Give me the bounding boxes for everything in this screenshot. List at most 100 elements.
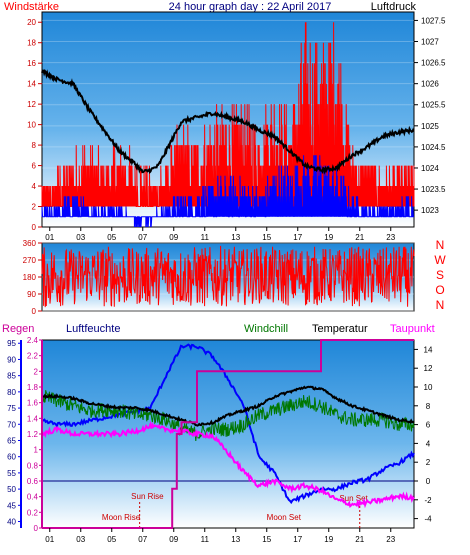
- direction-tick-label: 270: [23, 256, 37, 265]
- temperature-tick-label: -2: [424, 496, 432, 505]
- wind-axis-title: Windstärke: [4, 1, 59, 13]
- legend-label: Luftfeuchte: [66, 323, 120, 335]
- hour-tick-label: 15: [262, 233, 271, 242]
- wind-direction-series: [41, 245, 415, 308]
- humidity-tick-label: 80: [7, 388, 16, 397]
- rain-tick-label: 1.6: [27, 399, 39, 408]
- wind-tick-label: 20: [27, 18, 36, 27]
- humidity-tick-label: 50: [7, 485, 16, 494]
- compass-label: S: [436, 268, 444, 282]
- humidity-tick-label: 95: [7, 339, 16, 348]
- wind-tick-label: 8: [32, 141, 37, 150]
- legend-label: Windchill: [244, 323, 288, 335]
- pressure-tick-label: 1024.5: [421, 143, 446, 152]
- wind-speed-series: [41, 155, 414, 228]
- temperature-tick-label: 14: [424, 345, 433, 354]
- sun-set-label: Sun Set: [339, 494, 368, 503]
- humidity-tick-label: 75: [7, 404, 16, 413]
- legend-label: Taupunkt: [390, 323, 435, 335]
- humidity-tick-label: 60: [7, 453, 16, 462]
- humidity-tick-label: 85: [7, 372, 16, 381]
- compass-label: N: [436, 298, 445, 312]
- rain-tick-label: 0.4: [27, 493, 39, 502]
- hour-tick-label: 19: [324, 233, 333, 242]
- pressure-tick-label: 1025.5: [421, 101, 446, 110]
- hour-tick-label: 01: [45, 233, 54, 242]
- humidity-tick-label: 65: [7, 436, 16, 445]
- rain-tick-label: 1.2: [27, 430, 39, 439]
- humidity-tick-label: 70: [7, 420, 16, 429]
- rain-tick-label: 0.8: [27, 461, 39, 470]
- wind-tick-label: 2: [32, 203, 37, 212]
- hour-tick-label: 13: [231, 233, 240, 242]
- pressure-axis-title: Luftdruck: [371, 1, 417, 13]
- wind-tick-label: 0: [32, 223, 37, 232]
- hour-tick-label: 19: [324, 535, 333, 544]
- temperature-tick-label: 12: [424, 364, 433, 373]
- temperature-tick-label: 6: [426, 421, 431, 430]
- compass-label: O: [435, 283, 444, 297]
- temperature-tick-label: 8: [426, 402, 431, 411]
- legend-label: Temperatur: [312, 323, 368, 335]
- moon-rise-label: Moon Rise: [102, 513, 141, 522]
- windchill-series: [41, 390, 415, 441]
- pressure-tick-label: 1024: [421, 164, 439, 173]
- hour-tick-label: 09: [169, 233, 178, 242]
- pressure-tick-label: 1026.5: [421, 59, 446, 68]
- pressure-tick-label: 1027: [421, 38, 439, 47]
- hour-tick-label: 21: [355, 233, 364, 242]
- humidity-tick-label: 40: [7, 518, 16, 527]
- sun-rise-label: Sun Rise: [131, 492, 164, 501]
- hour-tick-label: 11: [201, 233, 210, 242]
- rain-tick-label: 1.8: [27, 383, 39, 392]
- pressure-tick-label: 1025: [421, 122, 439, 131]
- wind-tick-label: 10: [27, 121, 36, 130]
- direction-tick-label: 180: [23, 273, 37, 282]
- hour-tick-label: 05: [107, 233, 116, 242]
- hour-tick-label: 03: [76, 233, 85, 242]
- pressure-tick-label: 1027.5: [421, 16, 446, 25]
- wind-tick-label: 4: [32, 182, 37, 191]
- compass-label: W: [434, 253, 446, 267]
- wind-tick-label: 12: [27, 100, 36, 109]
- hour-tick-label: 11: [201, 535, 210, 544]
- hour-tick-label: 07: [138, 535, 147, 544]
- pressure-tick-label: 1026: [421, 80, 439, 89]
- hour-tick-label: 09: [169, 535, 178, 544]
- hour-tick-label: 07: [138, 233, 147, 242]
- temperature-tick-label: 0: [426, 477, 431, 486]
- humidity-tick-label: 90: [7, 355, 16, 364]
- humidity-tick-label: 45: [7, 501, 16, 510]
- hour-tick-label: 23: [386, 535, 395, 544]
- temperature-tick-label: 10: [424, 383, 433, 392]
- wind-tick-label: 18: [27, 39, 36, 48]
- hour-tick-label: 01: [45, 535, 54, 544]
- rain-tick-label: 0.2: [27, 508, 39, 517]
- hour-tick-label: 13: [231, 535, 240, 544]
- rain-tick-label: 1.4: [27, 414, 39, 423]
- rain-tick-label: 2: [34, 367, 39, 376]
- rain-tick-label: 2.4: [27, 336, 39, 345]
- wind-tick-label: 14: [27, 80, 36, 89]
- moon-set-label: Moon Set: [267, 513, 302, 522]
- wind-tick-label: 16: [27, 59, 36, 68]
- dewpoint-series: [41, 420, 415, 509]
- direction-tick-label: 0: [32, 307, 37, 316]
- pressure-series: [41, 69, 415, 175]
- hour-tick-label: 17: [293, 535, 302, 544]
- rain-tick-label: 2.2: [27, 352, 39, 361]
- rain-tick-label: 0: [34, 524, 39, 533]
- pressure-tick-label: 1023: [421, 206, 439, 215]
- temperature-series: [41, 385, 415, 427]
- hour-tick-label: 21: [355, 535, 364, 544]
- humidity-tick-label: 55: [7, 469, 16, 478]
- compass-label: N: [436, 238, 445, 252]
- rain-tick-label: 1: [34, 446, 39, 455]
- hour-tick-label: 05: [107, 535, 116, 544]
- temperature-tick-label: -4: [424, 515, 432, 524]
- temperature-tick-label: 4: [426, 439, 431, 448]
- hour-tick-label: 17: [293, 233, 302, 242]
- pressure-tick-label: 1023.5: [421, 185, 446, 194]
- hour-tick-label: 15: [262, 535, 271, 544]
